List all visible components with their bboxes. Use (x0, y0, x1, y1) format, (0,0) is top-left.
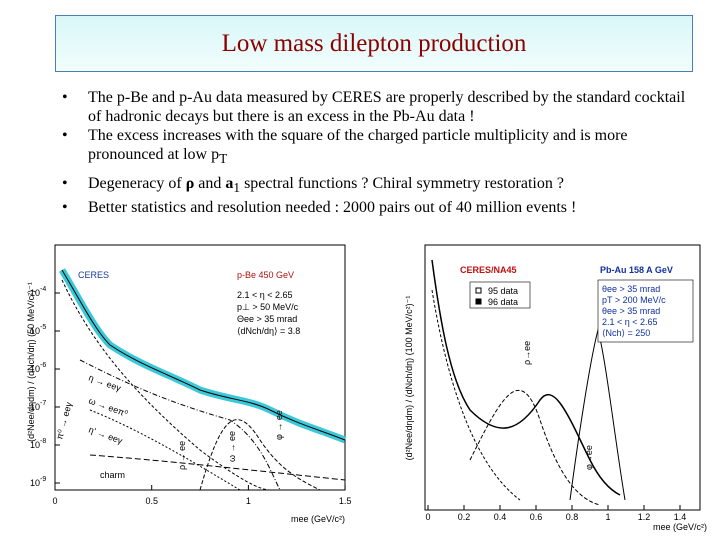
bullet-text: ρ (185, 175, 195, 192)
cut-label: Θee > 35 mrad (237, 314, 297, 324)
cut-label: θee > 35 mrad (602, 306, 660, 316)
x-tick-label: 0.4 (494, 512, 507, 522)
y-axis-label: (d²Nee/dηdm) / (dNch/dη) (50 MeV/c²)⁻¹ (26, 282, 36, 442)
x-axis-label: mee (GeV/c²) (653, 522, 707, 532)
y-tick-label: 10-5 (30, 324, 46, 336)
y-axis-label: (d²Nee/dηdm) / (dNch/dη) (100 MeV/c²)⁻¹ (404, 296, 414, 461)
curve-label: charm (100, 470, 125, 480)
bullet-text: The p-Be and p-Au data measured by CERES… (88, 89, 686, 125)
curve-label: ω → eeπ⁰ (87, 395, 129, 419)
curve-label: η → eeγ (87, 372, 122, 393)
bullet: Better statistics and resolution needed … (62, 198, 688, 217)
x-tick-label: 0.8 (566, 512, 579, 522)
y-tick-label: 10-9 (30, 476, 46, 488)
tick-exp: -9 (40, 476, 46, 483)
bullet-text: The excess increases with the square of … (88, 127, 628, 163)
curve-label: π⁰ → eeγ (54, 400, 74, 440)
tick-exp: -5 (40, 324, 46, 331)
x-tick-label: 1.5 (339, 496, 352, 506)
legend-box (469, 281, 531, 309)
x-tick-label: 1 (605, 512, 610, 522)
bullet-text: 1 (233, 180, 241, 196)
cut-label: θee > 35 mrad (602, 284, 660, 294)
legend-marker (475, 298, 482, 305)
curve (431, 289, 521, 501)
system: p-Be 450 GeV (237, 270, 294, 280)
bullet-text: T (219, 151, 228, 167)
curve-label: φ → ee (274, 410, 284, 440)
curve (61, 279, 271, 491)
x-tick-label: 0 (52, 496, 57, 506)
bullet-text: Better statistics and resolution needed … (88, 199, 577, 216)
bullet: The excess increases with the square of … (62, 126, 688, 168)
right-plot (424, 244, 701, 511)
tick-base: 10 (30, 440, 40, 450)
bullet-text: Degeneracy of (88, 175, 186, 192)
cut-label: ⟨Nch⟩ = 250 (602, 328, 650, 338)
curve-label: ρ→ee (522, 341, 532, 365)
x-axis-label: mee (GeV/c²) (291, 514, 345, 524)
tick-base: 10 (30, 402, 40, 412)
cut-label: pT > 200 MeV/c (602, 295, 666, 305)
experiment: CERES (78, 270, 109, 280)
tick-exp: -8 (40, 438, 46, 445)
curve-label: φ→ee (584, 445, 594, 470)
x-tick-label: 0.6 (530, 512, 543, 522)
x-tick-label: 0.5 (145, 496, 158, 506)
curve (89, 454, 346, 481)
curve (79, 359, 281, 491)
bullet: Degeneracy of ρ and a1 spectral function… (62, 174, 688, 197)
legend-label: 95 data (488, 286, 518, 296)
cut-label: 2.1 < η < 2.65 (237, 290, 293, 300)
curve-label: ω → ee (227, 431, 237, 462)
curve-label: η' → eeγ (87, 424, 124, 446)
cut-label: 2.1 < η < 2.65 (602, 317, 658, 327)
curve-label: ρ → ee (177, 441, 187, 470)
left-plot (54, 244, 347, 491)
bullet-text: a (225, 175, 234, 192)
bullet: The p-Be and p-Au data measured by CERES… (62, 88, 688, 126)
y-tick-label: 10-4 (30, 286, 46, 298)
curve (199, 419, 321, 491)
x-tick-label: 1.4 (674, 512, 687, 522)
cut-label: p⊥ > 50 MeV/c (237, 302, 299, 312)
band (58, 268, 347, 444)
tick-base: 10 (30, 288, 40, 298)
tick-base: 10 (30, 364, 40, 374)
bullet-text: spectral functions ? Chiral symmetry res… (240, 175, 564, 192)
tick-base: 10 (30, 478, 40, 488)
curve (89, 409, 241, 491)
x-tick-label: 0.2 (458, 512, 471, 522)
frame (424, 244, 701, 511)
info-box (597, 279, 694, 343)
x-tick-label: 1.2 (638, 512, 651, 522)
sum-curve (61, 269, 346, 441)
y-tick-label: 10-8 (30, 438, 46, 450)
y-tick-label: 10-7 (30, 400, 46, 412)
tick-exp: -6 (40, 362, 46, 369)
tick-base: 10 (30, 326, 40, 336)
legend-label: 96 data (488, 297, 518, 307)
legend-marker (475, 287, 482, 294)
bullet-text: and (194, 175, 226, 192)
curve (469, 389, 601, 506)
y-tick-label: 10-6 (30, 362, 46, 374)
experiment: CERES/NA45 (460, 265, 517, 275)
tick-exp: -7 (40, 400, 46, 407)
sum-curve (431, 259, 621, 496)
x-tick-label: 1 (246, 496, 251, 506)
cut-label: ⟨dNch/dη⟩ = 3.8 (237, 326, 300, 336)
slide-title: Low mass dilepton production (55, 15, 693, 72)
x-tick-label: 0 (425, 512, 430, 522)
system: Pb-Au 158 A GeV (600, 265, 673, 275)
frame (54, 244, 346, 491)
tick-exp: -4 (40, 286, 46, 293)
